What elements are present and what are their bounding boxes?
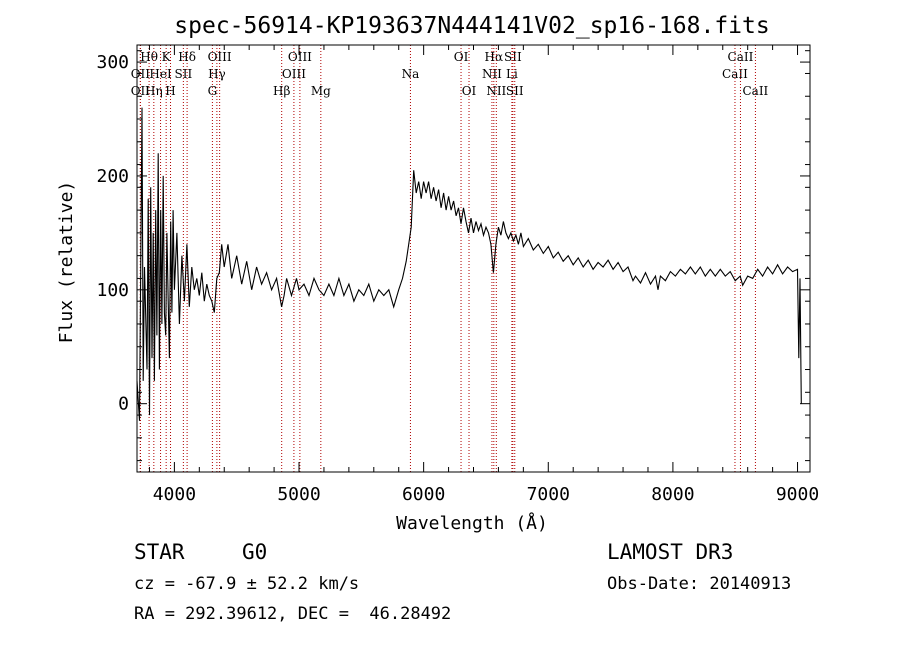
y-tick-label: 0 (118, 394, 129, 415)
spectral-line-label: Mg (311, 84, 331, 98)
spectral-line-label: H (165, 84, 175, 98)
spectral-line-label: G (208, 84, 218, 98)
flux-series-line (136, 107, 802, 421)
x-tick-label: 9000 (776, 484, 819, 505)
x-tick-label: 7000 (527, 484, 570, 505)
x-tick-label: 8000 (651, 484, 694, 505)
x-tick-label: 5000 (277, 484, 320, 505)
spectral-lines-group: OIIOIIHθHηHeIKHSIIHδGHγOIIIHβOIIIOIIIMgN… (131, 45, 769, 472)
y-tick-label: 100 (96, 280, 129, 301)
x-axis: 4000 5000 6000 7000 8000 9000 (148, 45, 819, 505)
spectral-line-label: Li (506, 67, 518, 81)
object-class: STAR (134, 540, 185, 564)
spectral-line-label: Hα (485, 50, 504, 64)
spectral-line-label: Na (402, 67, 420, 81)
redshift-velocity: cz = -67.9 ± 52.2 km/s (134, 574, 360, 594)
spectral-line-label: OIII (208, 50, 232, 64)
sky-coordinates: RA = 292.39612, DEC = 46.28492 (134, 604, 452, 624)
spectral-line-label: OIII (282, 67, 306, 81)
spectral-line-label: Hβ (273, 84, 290, 98)
spectral-line-label: SII (506, 84, 524, 98)
y-axis-label: Flux (relative) (56, 181, 77, 344)
y-tick-label: 300 (96, 52, 129, 73)
spectral-line-label: NII (486, 84, 506, 98)
plot-frame (136, 44, 811, 473)
spectrum-group (136, 107, 802, 421)
spectral-line-label: Hδ (178, 50, 196, 64)
spectral-line-label: Hγ (208, 67, 226, 81)
y-axis: 0 100 200 300 (96, 50, 810, 462)
survey-name: LAMOST DR3 (607, 540, 734, 564)
x-axis-label: Wavelength (Å) (396, 512, 548, 534)
spectral-line-label: OII (131, 84, 151, 98)
spectral-line-label: CaII (728, 50, 754, 64)
observation-date: Obs-Date: 20140913 (607, 574, 792, 594)
object-subclass: G0 (242, 540, 268, 564)
x-tick-label: 6000 (402, 484, 445, 505)
spectral-line-label: SII (175, 67, 193, 81)
spectral-line-label: SII (504, 50, 522, 64)
spectral-line-label: OII (131, 67, 151, 81)
chart-title: spec-56914-KP193637N444141V02_sp16-168.f… (174, 13, 769, 39)
x-tick-label: 4000 (153, 484, 196, 505)
spectral-line-label: OI (462, 84, 477, 98)
spectral-line-label: Hη (145, 84, 163, 98)
spectral-line-label: CaII (722, 67, 748, 81)
spectral-line-label: CaII (742, 84, 768, 98)
y-tick-label: 200 (96, 166, 129, 187)
spectral-line-label: NII (482, 67, 502, 81)
spectral-line-label: K (162, 50, 172, 64)
spectral-line-label: OIII (288, 50, 312, 64)
spectral-line-label: HeI (149, 67, 172, 81)
spectral-line-label: OI (454, 50, 469, 64)
